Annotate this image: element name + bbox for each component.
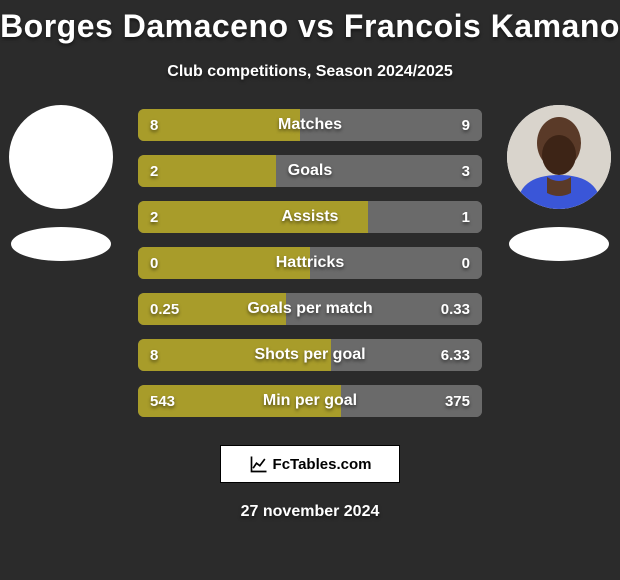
stat-label: Goals per match [138,300,482,318]
chart-icon [249,454,269,474]
page-subtitle: Club competitions, Season 2024/2025 [0,63,620,81]
player-right-flag [509,227,609,261]
stat-row: 543375Min per goal [138,385,482,417]
stat-row: 00Hattricks [138,247,482,279]
footer-date: 27 november 2024 [0,503,620,521]
brand-text: FcTables.com [273,456,372,473]
stat-row: 21Assists [138,201,482,233]
stat-row: 86.33Shots per goal [138,339,482,371]
page-title: Borges Damaceno vs Francois Kamano [0,0,620,45]
stat-row: 23Goals [138,155,482,187]
comparison-content: 89Matches 23Goals 21Assists 00Hattricks 0.25… [0,109,620,417]
player-left-flag [11,227,111,261]
avatar-photo-icon [507,105,611,209]
stat-label: Hattricks [138,254,482,272]
player-left-column [6,105,116,261]
brand-logo[interactable]: FcTables.com [220,445,400,483]
player-right-avatar [507,105,611,209]
stat-bars: 89Matches 23Goals 21Assists 00Hattricks 0.25… [138,109,482,417]
stat-label: Shots per goal [138,346,482,364]
player-right-column [504,105,614,261]
player-left-avatar [9,105,113,209]
stat-label: Min per goal [138,392,482,410]
stat-label: Assists [138,208,482,226]
stat-label: Matches [138,116,482,134]
stat-row: 89Matches [138,109,482,141]
stat-row: 0.250.33Goals per match [138,293,482,325]
stat-label: Goals [138,162,482,180]
